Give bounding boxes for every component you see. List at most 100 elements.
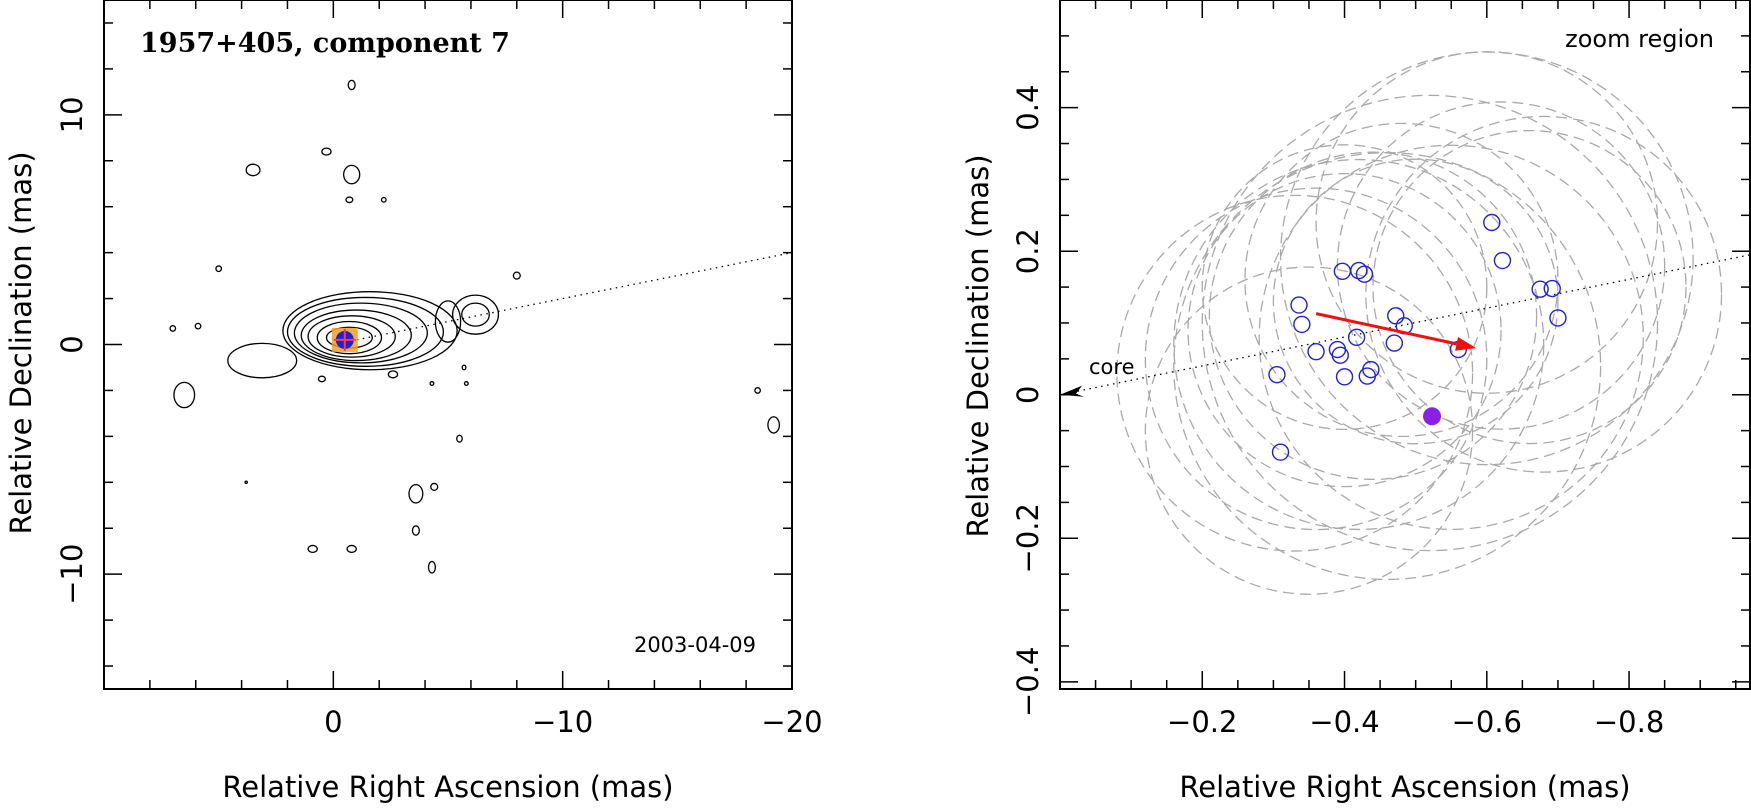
jet-axis-line <box>333 251 793 346</box>
position-point <box>1347 328 1366 347</box>
error-circle <box>1365 115 1723 473</box>
position-point <box>1483 213 1501 232</box>
position-point <box>1493 251 1512 270</box>
position-point <box>1543 279 1561 298</box>
position-markers <box>1268 213 1567 461</box>
contour <box>456 434 463 443</box>
contour <box>173 381 196 409</box>
position-point <box>1531 280 1549 298</box>
position-point <box>1307 342 1325 361</box>
jet-axis <box>333 251 793 346</box>
position-point <box>1333 262 1352 280</box>
plot-frame <box>1059 0 1751 690</box>
contour <box>512 271 521 280</box>
contour <box>345 196 354 204</box>
contour <box>300 309 412 362</box>
right-panel: −0.2 −0.4 −0.6 −0.8 0.4 0.2 0 −0.2 −0.4 zoom re… <box>961 0 1751 804</box>
contour <box>321 147 332 156</box>
contour <box>461 302 490 327</box>
core-label: core <box>1089 355 1135 379</box>
contour <box>245 163 261 177</box>
error-circle <box>1208 151 1538 481</box>
contour <box>316 320 383 355</box>
x-tick-label: −20 <box>761 705 822 739</box>
contour <box>169 325 177 332</box>
error-circle <box>1144 266 1474 595</box>
contour <box>380 196 387 203</box>
x-tick-label: −0.4 <box>1309 705 1379 739</box>
x-tick-labels: −0.2 −0.4 −0.6 −0.8 <box>1167 705 1664 739</box>
x-tick-labels: 0 −10 −20 <box>324 705 822 739</box>
chart-title: 1957+405, component 7 <box>140 28 510 59</box>
y-tick-label: −0.4 <box>1011 647 1045 717</box>
error-circle <box>1173 158 1545 531</box>
position-point <box>1549 309 1567 327</box>
x-axis-label: Relative Right Ascension (mas) <box>222 770 673 804</box>
contour <box>430 482 439 491</box>
y-axis-label: Relative Declination (mas) <box>961 154 995 537</box>
motion-vector <box>1315 312 1477 351</box>
motion-vector-head <box>1455 337 1477 351</box>
position-point <box>1385 334 1404 352</box>
y-tick-labels: 10 0 −10 <box>55 96 89 604</box>
motion-vector-shaft <box>1315 312 1457 346</box>
error-circle <box>1272 158 1559 445</box>
position-point <box>1268 365 1286 384</box>
position-point <box>1362 360 1380 379</box>
error-circle <box>1116 194 1474 552</box>
y-tick-labels: 0.4 0.2 0 −0.2 −0.4 <box>1011 85 1045 717</box>
position-point <box>1271 443 1290 461</box>
y-axis-label: Relative Declination (mas) <box>4 151 38 534</box>
y-tick-label: 0.2 <box>1011 228 1045 274</box>
contour <box>346 544 357 553</box>
contour <box>434 300 462 343</box>
contour <box>317 375 326 383</box>
y-tick-label: −0.2 <box>1011 503 1045 573</box>
axis-ticks <box>103 0 793 689</box>
contour-map <box>169 79 781 574</box>
component-marker <box>331 327 358 352</box>
date-label: 2003-04-09 <box>634 633 756 657</box>
position-point <box>1350 261 1368 280</box>
error-circle <box>1279 51 1694 466</box>
contour <box>282 291 458 371</box>
contour <box>754 387 762 394</box>
error-circle <box>1187 173 1502 488</box>
error-circle <box>1336 101 1666 430</box>
error-circles <box>1116 51 1723 595</box>
contour <box>408 483 424 504</box>
x-tick-label: 0 <box>324 705 342 739</box>
position-point <box>1290 296 1308 314</box>
position-point <box>1335 368 1354 386</box>
contour <box>307 315 396 358</box>
mean-position-dot <box>1423 407 1442 426</box>
position-point <box>1293 315 1311 334</box>
plot-frame <box>103 0 793 690</box>
contour <box>244 480 248 485</box>
position-point <box>1355 265 1374 283</box>
y-tick-label: 10 <box>55 96 89 133</box>
contour <box>463 381 469 387</box>
y-tick-label: 0.4 <box>1011 85 1045 131</box>
x-tick-label: −0.2 <box>1167 705 1237 739</box>
y-tick-label: −10 <box>55 544 89 605</box>
contour <box>461 364 467 371</box>
contour <box>293 302 429 364</box>
contour <box>194 322 202 330</box>
contour <box>215 265 223 273</box>
x-axis-label: Relative Right Ascension (mas) <box>1179 770 1630 804</box>
zoom-region-label: zoom region <box>1565 25 1714 53</box>
contour <box>387 370 399 379</box>
y-tick-label: 0 <box>55 335 89 353</box>
position-point <box>1387 307 1405 325</box>
jet-axis-line <box>1059 254 1751 397</box>
x-tick-label: −0.8 <box>1594 705 1664 739</box>
error-circle <box>1244 122 1559 438</box>
error-circle <box>1258 144 1644 531</box>
contour <box>767 416 781 434</box>
left-panel: 0 −10 −20 10 0 −10 1957+405, component 7 200… <box>4 0 823 804</box>
contour <box>227 342 298 379</box>
mean-position <box>1423 407 1442 426</box>
error-circle <box>1372 129 1687 445</box>
